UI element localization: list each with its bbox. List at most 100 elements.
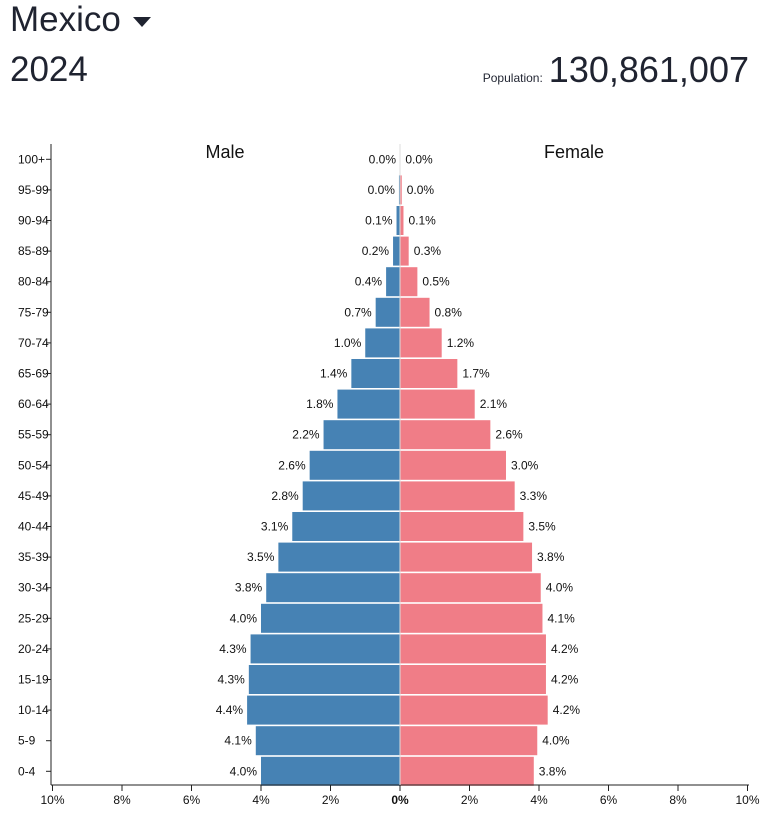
male-value-label: 4.3% bbox=[217, 673, 245, 687]
female-bar bbox=[400, 297, 430, 327]
chevron-down-icon[interactable] bbox=[132, 17, 151, 27]
male-value-label: 0.2% bbox=[362, 244, 390, 258]
female-value-label: 3.8% bbox=[537, 550, 565, 564]
male-bar bbox=[250, 634, 400, 664]
x-tick-label: 2% bbox=[461, 793, 479, 807]
male-value-label: 4.0% bbox=[230, 764, 258, 778]
male-value-label: 3.5% bbox=[247, 550, 275, 564]
female-bar bbox=[400, 695, 548, 725]
age-group-label: 55-59 bbox=[18, 428, 49, 442]
female-bar bbox=[400, 665, 546, 694]
male-value-label: 4.0% bbox=[230, 611, 258, 625]
female-value-label: 3.0% bbox=[511, 458, 539, 472]
male-bar bbox=[278, 542, 400, 572]
female-bar bbox=[400, 420, 491, 450]
female-bar bbox=[400, 389, 475, 419]
male-bar bbox=[302, 481, 400, 511]
x-tick-label: 0% bbox=[391, 793, 409, 807]
male-value-label: 1.0% bbox=[334, 336, 362, 350]
female-series-label: Female bbox=[544, 142, 604, 162]
country-selector[interactable]: Mexico bbox=[10, 0, 151, 42]
female-value-label: 0.3% bbox=[414, 244, 442, 258]
female-bar bbox=[400, 512, 524, 541]
x-tick-label: 2% bbox=[322, 793, 340, 807]
male-value-label: 0.4% bbox=[355, 275, 383, 289]
female-value-label: 1.7% bbox=[462, 367, 490, 381]
male-bar bbox=[309, 450, 400, 480]
female-value-label: 0.0% bbox=[405, 152, 433, 166]
x-tick-label: 4% bbox=[530, 793, 548, 807]
female-value-label: 4.0% bbox=[542, 734, 570, 748]
female-bar bbox=[400, 573, 541, 603]
male-bar bbox=[255, 726, 400, 756]
age-group-label: 80-84 bbox=[18, 275, 49, 289]
female-bar bbox=[400, 175, 402, 205]
age-group-label: 45-49 bbox=[18, 489, 49, 503]
male-value-label: 2.8% bbox=[271, 489, 299, 503]
age-group-label: 75-79 bbox=[18, 305, 49, 319]
female-bar bbox=[400, 481, 515, 511]
age-group-label: 30-34 bbox=[18, 581, 49, 595]
age-group-label: 10-14 bbox=[18, 703, 49, 717]
age-group-label: 100+ bbox=[18, 152, 45, 166]
female-bar bbox=[400, 756, 534, 786]
male-bar bbox=[248, 665, 400, 694]
female-bar bbox=[400, 634, 546, 664]
female-value-label: 3.3% bbox=[520, 489, 548, 503]
female-value-label: 3.8% bbox=[539, 764, 567, 778]
age-group-label: 0-4 bbox=[18, 764, 36, 778]
female-bar bbox=[400, 206, 404, 235]
female-value-label: 2.1% bbox=[480, 397, 508, 411]
male-value-label: 3.1% bbox=[261, 520, 289, 534]
female-value-label: 3.5% bbox=[528, 520, 556, 534]
age-group-label: 90-94 bbox=[18, 214, 49, 228]
female-value-label: 4.0% bbox=[546, 581, 574, 595]
male-bar bbox=[261, 603, 400, 633]
female-value-label: 4.2% bbox=[553, 703, 581, 717]
age-group-label: 5-9 bbox=[18, 734, 36, 748]
population-label: Population: bbox=[482, 71, 543, 85]
female-value-label: 4.2% bbox=[551, 642, 579, 656]
age-group-label: 15-19 bbox=[18, 673, 49, 687]
x-tick-label: 8% bbox=[669, 793, 687, 807]
x-tick-label: 10% bbox=[40, 793, 64, 807]
male-bar bbox=[386, 267, 400, 297]
female-bar bbox=[400, 267, 418, 297]
age-group-label: 70-74 bbox=[18, 336, 49, 350]
male-bar bbox=[323, 420, 400, 450]
female-bar bbox=[400, 603, 543, 633]
x-tick-label: 10% bbox=[735, 793, 759, 807]
x-tick-label: 6% bbox=[600, 793, 618, 807]
x-tick-label: 8% bbox=[113, 793, 131, 807]
female-value-label: 4.2% bbox=[551, 673, 579, 687]
male-bar bbox=[365, 328, 400, 358]
female-value-label: 1.2% bbox=[447, 336, 475, 350]
male-bar bbox=[266, 573, 400, 603]
male-bar bbox=[351, 359, 400, 388]
x-tick-label: 4% bbox=[252, 793, 270, 807]
male-value-label: 1.8% bbox=[306, 397, 334, 411]
male-value-label: 0.0% bbox=[369, 152, 397, 166]
male-value-label: 0.1% bbox=[365, 214, 393, 228]
x-tick-label: 6% bbox=[183, 793, 201, 807]
female-bar bbox=[400, 542, 533, 572]
age-group-label: 65-69 bbox=[18, 367, 49, 381]
female-value-label: 0.5% bbox=[422, 275, 450, 289]
male-value-label: 2.2% bbox=[292, 428, 320, 442]
male-value-label: 3.8% bbox=[235, 581, 263, 595]
age-group-label: 95-99 bbox=[18, 183, 49, 197]
age-group-label: 60-64 bbox=[18, 397, 49, 411]
age-group-label: 50-54 bbox=[18, 458, 49, 472]
female-value-label: 0.8% bbox=[435, 305, 463, 319]
year-label: 2024 bbox=[10, 50, 88, 89]
male-value-label: 1.4% bbox=[320, 367, 348, 381]
population-value: 130,861,007 bbox=[548, 49, 749, 90]
male-bar bbox=[247, 695, 400, 725]
male-value-label: 0.7% bbox=[344, 305, 372, 319]
female-bar bbox=[400, 328, 442, 358]
male-bar bbox=[398, 175, 400, 205]
male-bar bbox=[292, 512, 400, 541]
country-name[interactable]: Mexico bbox=[10, 0, 121, 39]
population-summary: Population: 130,861,007 bbox=[483, 50, 749, 90]
